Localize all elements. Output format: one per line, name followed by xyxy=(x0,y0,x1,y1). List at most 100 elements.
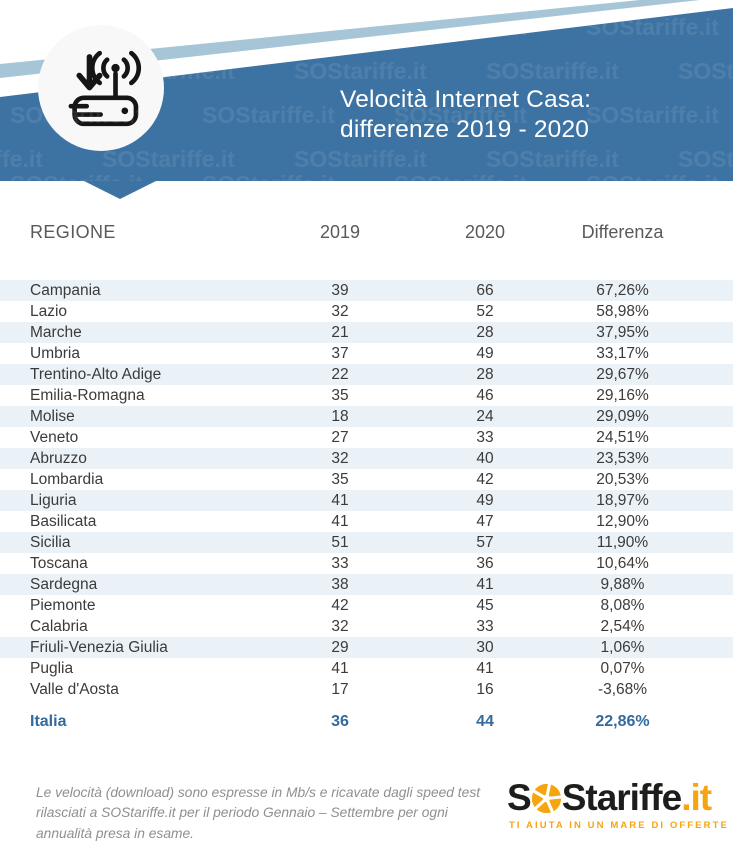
cell-region: Basilicata xyxy=(30,513,97,530)
logo-tagline: TI AIUTA IN UN MARE DI OFFERTE xyxy=(509,820,729,831)
footnote: Le velocità (download) sono espresse in … xyxy=(36,785,481,841)
cell-region: Valle d'Aosta xyxy=(30,681,119,698)
cell-y2019: 32 xyxy=(331,303,349,320)
cell-y2020: 30 xyxy=(476,639,494,656)
cell-y2020: 33 xyxy=(476,429,494,446)
column-header-2019: 2019 xyxy=(319,221,361,242)
table-row: Calabria 32 33 2,54% xyxy=(0,616,733,637)
table-row: Lazio 32 52 58,98% xyxy=(0,301,733,322)
cell-diff: -3,68% xyxy=(597,681,648,698)
sostariffe-logo: S Stariffe.it TI AIUTA IN UN MARE DI OFF… xyxy=(507,777,729,832)
cell-y2020: 41 xyxy=(476,576,494,593)
router-download-icon xyxy=(68,50,142,127)
cell-region: Lazio xyxy=(30,303,68,320)
cell-diff: 2,54% xyxy=(600,618,645,635)
cell-total-2020: 44 xyxy=(476,713,494,730)
table-row: Campania 39 66 67,26% xyxy=(0,280,733,301)
cell-region: Piemonte xyxy=(30,597,96,614)
lifebuoy-icon xyxy=(531,783,562,814)
cell-diff: 29,16% xyxy=(596,387,649,404)
cell-y2020: 47 xyxy=(476,513,494,530)
cell-y2020: 49 xyxy=(476,492,494,509)
cell-region: Friuli-Venezia Giulia xyxy=(30,639,168,656)
cell-region: Marche xyxy=(30,324,82,341)
cell-region: Liguria xyxy=(30,492,77,509)
cell-region: Campania xyxy=(30,282,101,299)
cell-total-2019: 36 xyxy=(331,713,349,730)
cell-y2020: 16 xyxy=(476,681,494,698)
logo-wordmark: S Stariffe.it xyxy=(507,777,712,818)
cell-y2020: 45 xyxy=(476,597,494,614)
page-title-line1: Velocità Internet Casa: xyxy=(340,86,592,113)
cell-diff: 9,88% xyxy=(600,576,645,593)
footer: Le velocità (download) sono espresse in … xyxy=(0,779,733,844)
table-body: Campania 39 66 67,26% Lazio 32 52 58,98% Marche 2… xyxy=(0,280,733,700)
cell-y2019: 41 xyxy=(331,513,349,530)
cell-region: Veneto xyxy=(30,429,79,446)
table-row: Puglia 41 41 0,07% xyxy=(0,658,733,679)
cell-region: Emilia-Romagna xyxy=(30,387,145,404)
cell-y2019: 35 xyxy=(331,471,349,488)
cell-y2020: 57 xyxy=(476,534,494,551)
cell-y2020: 33 xyxy=(476,618,494,635)
cell-y2019: 37 xyxy=(331,345,349,362)
cell-diff: 24,51% xyxy=(596,429,649,446)
cell-diff: 8,08% xyxy=(600,597,645,614)
icon-circle xyxy=(38,25,164,151)
page-title: Velocità Internet Casa: differenze 2019 … xyxy=(340,85,591,145)
table-row: Marche 21 28 37,95% xyxy=(0,322,733,343)
table-row: Friuli-Venezia Giulia 29 30 1,06% xyxy=(0,637,733,658)
column-header-2020: 2020 xyxy=(464,221,506,242)
cell-y2020: 42 xyxy=(476,471,494,488)
cell-y2020: 41 xyxy=(476,660,494,677)
cell-diff: 0,07% xyxy=(600,660,645,677)
table-row: Trentino-Alto Adige 22 28 29,67% xyxy=(0,364,733,385)
cell-y2019: 29 xyxy=(331,639,349,656)
cell-diff: 58,98% xyxy=(596,303,649,320)
table-row: Toscana 33 36 10,64% xyxy=(0,553,733,574)
cell-total-region: Italia xyxy=(30,713,67,730)
cell-diff: 11,90% xyxy=(596,534,649,551)
table-row: Lombardia 35 42 20,53% xyxy=(0,469,733,490)
cell-y2019: 32 xyxy=(331,618,349,635)
cell-diff: 1,06% xyxy=(600,639,645,656)
cell-y2019: 35 xyxy=(331,387,349,404)
logo-letter-s2: S xyxy=(561,777,587,818)
hero-banner-graphic xyxy=(0,0,733,199)
cell-region: Umbria xyxy=(30,345,80,362)
table-row: Veneto 27 33 24,51% xyxy=(0,427,733,448)
cell-y2019: 42 xyxy=(331,597,349,614)
table-row: Umbria 37 49 33,17% xyxy=(0,343,733,364)
table-row: Sicilia 51 57 11,90% xyxy=(0,532,733,553)
cell-diff: 20,53% xyxy=(596,471,649,488)
cell-y2019: 33 xyxy=(331,555,349,572)
column-header-regione: REGIONE xyxy=(30,221,116,242)
table-row: Liguria 41 49 18,97% xyxy=(0,490,733,511)
speed-table: REGIONE 2019 2020 Differenza Campania 39 6… xyxy=(0,218,733,733)
cell-y2019: 38 xyxy=(331,576,349,593)
table-row: Piemonte 42 45 8,08% xyxy=(0,595,733,616)
logo-tld: .it xyxy=(681,777,712,818)
cell-y2020: 49 xyxy=(476,345,494,362)
table-row: Valle d'Aosta 17 16 -3,68% xyxy=(0,679,733,700)
banner-shape xyxy=(0,8,733,181)
table-row: Abruzzo 32 40 23,53% xyxy=(0,448,733,469)
cell-y2019: 17 xyxy=(331,681,349,698)
cell-region: Lombardia xyxy=(30,471,104,488)
cell-y2019: 18 xyxy=(331,408,349,425)
cell-y2019: 32 xyxy=(331,450,349,467)
table-header: REGIONE 2019 2020 Differenza xyxy=(0,218,733,246)
logo-name: tariffe xyxy=(585,777,682,818)
banner-pointer xyxy=(84,181,156,199)
cell-diff: 12,90% xyxy=(596,513,649,530)
cell-y2019: 51 xyxy=(331,534,349,551)
cell-y2020: 28 xyxy=(476,324,494,341)
cell-region: Puglia xyxy=(30,660,74,677)
cell-diff: 29,09% xyxy=(596,408,649,425)
cell-y2020: 40 xyxy=(476,450,494,467)
cell-region: Molise xyxy=(30,408,75,425)
cell-diff: 10,64% xyxy=(596,555,649,572)
cell-y2020: 24 xyxy=(476,408,494,425)
cell-region: Sicilia xyxy=(30,534,71,551)
